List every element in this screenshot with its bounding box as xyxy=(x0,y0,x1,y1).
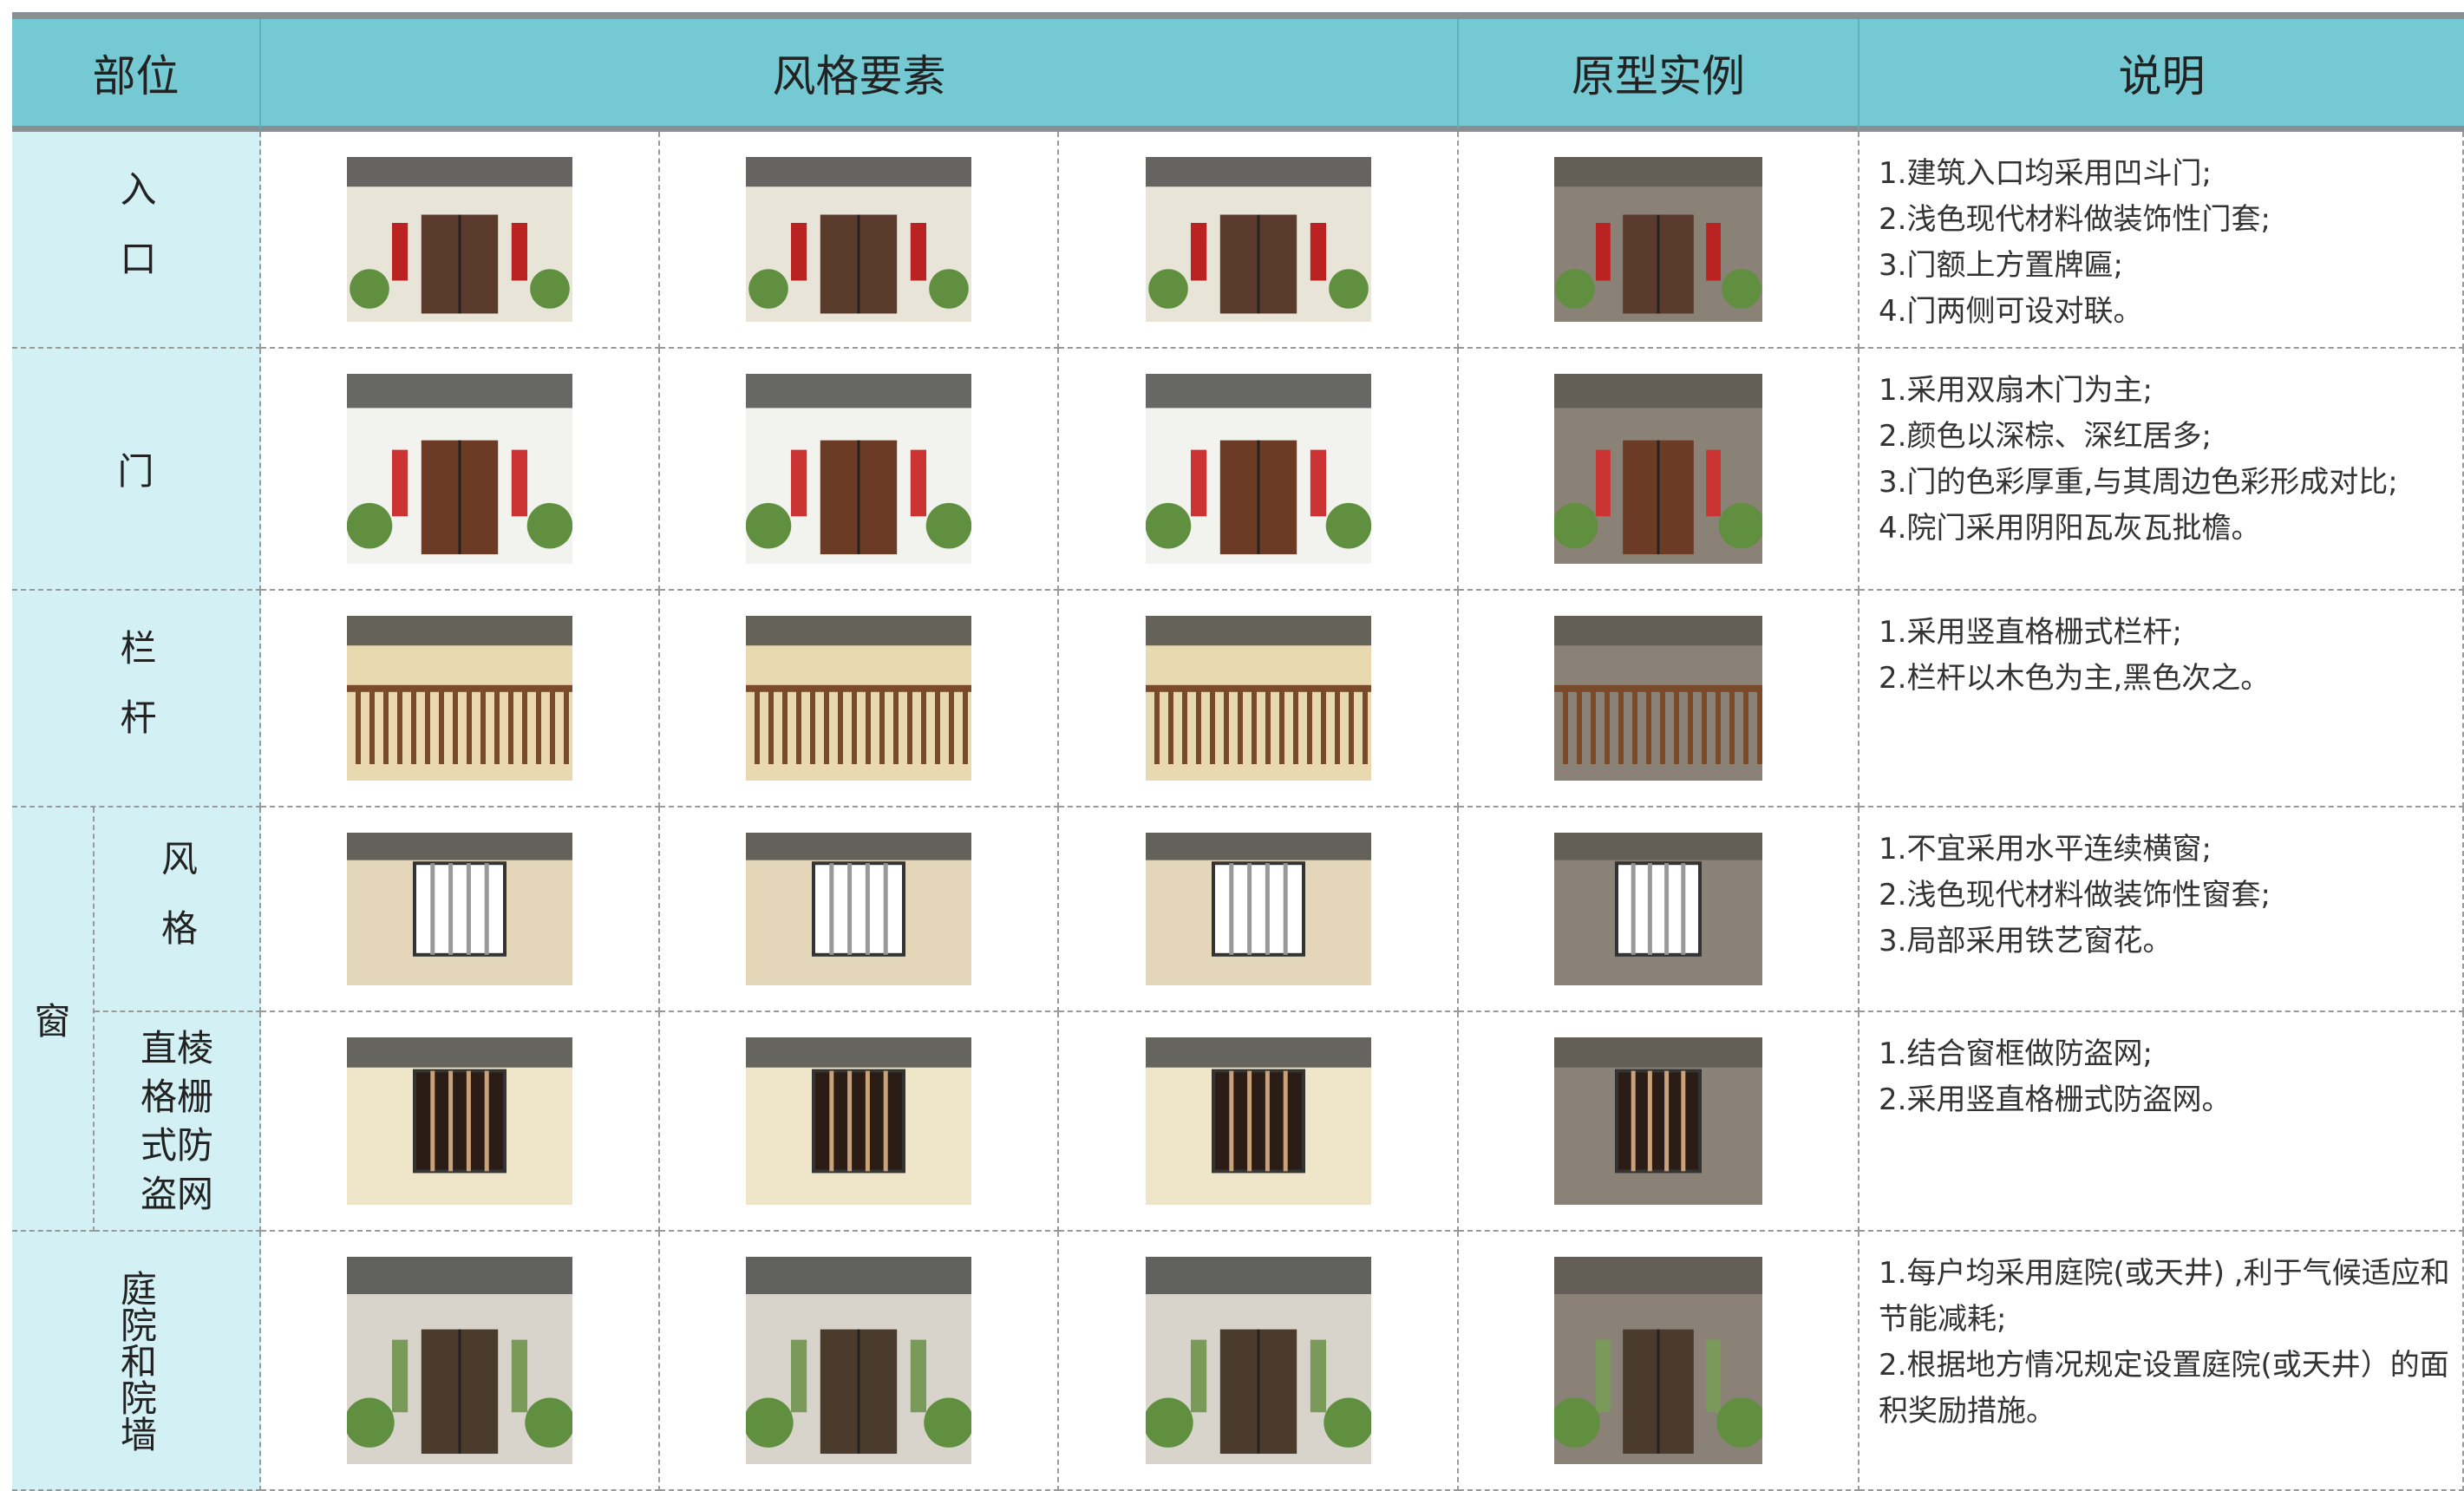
part-label: 庭院和院墙 xyxy=(114,1269,158,1452)
part-label: 直棱格栅式防盗网 xyxy=(140,1026,213,1215)
notes-cell: 1.不宜采用水平连续横窗; 2.浅色现代材料做装饰性窗套; 3.局部采用铁艺窗花。 xyxy=(1859,808,2464,1012)
illustration-cell xyxy=(1459,1232,1859,1491)
note-line: 3.局部采用铁艺窗花。 xyxy=(1879,924,2173,958)
illustration xyxy=(746,374,971,564)
illustration xyxy=(746,1037,971,1205)
note-line: 2.浅色现代材料做装饰性窗套; xyxy=(1879,878,2271,912)
note-line: 4.院门采用阴阳瓦灰瓦批檐。 xyxy=(1879,511,2261,546)
note-line: 1.不宜采用水平连续横窗; xyxy=(1879,832,2212,866)
illustration xyxy=(746,616,971,781)
notes-cell: 1.采用双扇木门为主; 2.颜色以深棕、深红居多; 3.门的色彩厚重,与其周边色彩形… xyxy=(1859,349,2464,591)
illustration-cell xyxy=(261,132,660,349)
illustration xyxy=(347,1257,572,1464)
note-line: 2.浅色现代材料做装饰性门套; xyxy=(1879,202,2271,237)
illustration-cell xyxy=(660,349,1059,591)
illustration-cell xyxy=(660,1232,1059,1491)
header-cell: 风格要素 xyxy=(261,19,1459,132)
note-line: 2.采用竖直格栅式防盗网。 xyxy=(1879,1082,2232,1117)
illustration xyxy=(347,616,572,781)
illustration-cell xyxy=(261,1232,660,1491)
note-line: 3.门的色彩厚重,与其周边色彩形成对比; xyxy=(1879,465,2398,500)
note-line: 1.建筑入口均采用凹斗门; xyxy=(1879,156,2212,191)
illustration xyxy=(347,833,572,985)
part-label: 入口 xyxy=(114,170,157,309)
illustration xyxy=(746,833,971,985)
illustration xyxy=(1554,157,1762,322)
illustration xyxy=(746,1257,971,1464)
note-line: 1.每户均采用庭院(或天井) ,利于气候适应和节能减耗; xyxy=(1879,1256,2450,1337)
note-line: 2.根据地方情况规定设置庭院(或天井）的面积奖励措施。 xyxy=(1879,1348,2449,1429)
part-label: 风格 xyxy=(155,840,199,978)
illustration xyxy=(1145,1257,1371,1464)
illustration-cell xyxy=(1059,1232,1459,1491)
illustration xyxy=(1554,616,1762,781)
illustration-cell xyxy=(261,1012,660,1232)
illustration xyxy=(746,157,971,322)
note-line: 2.栏杆以木色为主,黑色次之。 xyxy=(1879,661,2271,696)
illustration-cell xyxy=(660,132,1059,349)
part-cell: 风格 xyxy=(95,808,261,1012)
part-cell: 入口 xyxy=(12,132,261,349)
illustration-cell xyxy=(660,591,1059,808)
illustration-cell xyxy=(1459,808,1859,1012)
notes-cell: 1.建筑入口均采用凹斗门; 2.浅色现代材料做装饰性门套; 3.门额上方置牌匾; 4.… xyxy=(1859,132,2464,349)
notes-cell: 1.结合窗框做防盗网; 2.采用竖直格栅式防盗网。 xyxy=(1859,1012,2464,1232)
part-cell: 庭院和院墙 xyxy=(12,1232,261,1491)
illustration-cell xyxy=(1059,132,1459,349)
illustration-cell xyxy=(1459,591,1859,808)
note-line: 2.颜色以深棕、深红居多; xyxy=(1879,419,2212,454)
illustration-cell xyxy=(1059,1012,1459,1232)
part-label: 窗 xyxy=(34,1000,71,1043)
illustration-cell xyxy=(1459,349,1859,591)
illustration xyxy=(347,374,572,564)
illustration xyxy=(1145,616,1371,781)
illustration-cell xyxy=(1459,132,1859,349)
illustration xyxy=(1145,1037,1371,1205)
illustration-cell xyxy=(1059,591,1459,808)
illustration-cell xyxy=(261,349,660,591)
notes-cell: 1.每户均采用庭院(或天井) ,利于气候适应和节能减耗; 2.根据地方情况规定设置… xyxy=(1859,1232,2464,1491)
illustration-cell xyxy=(261,808,660,1012)
note-line: 1.结合窗框做防盗网; xyxy=(1879,1037,2153,1071)
part-label: 栏杆 xyxy=(114,629,157,768)
header-cell: 原型实例 xyxy=(1459,19,1859,132)
illustration-cell xyxy=(1059,349,1459,591)
table: 部位 风格要素 原型实例 说明 入口 门 栏杆 窗 风格 直棱格栅式防盗网 庭院… xyxy=(12,12,2464,1491)
illustration-cell xyxy=(1459,1012,1859,1232)
part-cell: 窗 xyxy=(12,808,95,1232)
part-cell: 门 xyxy=(12,349,261,591)
part-label: 门 xyxy=(117,450,154,493)
illustration xyxy=(1554,1257,1762,1464)
note-line: 4.门两侧可设对联。 xyxy=(1879,294,2143,329)
illustration-cell xyxy=(1059,808,1459,1012)
illustration-cell xyxy=(660,1012,1059,1232)
note-line: 3.门额上方置牌匾; xyxy=(1879,248,2123,283)
note-line: 1.采用竖直格栅式栏杆; xyxy=(1879,615,2182,650)
illustration xyxy=(1145,157,1371,322)
header-cell: 部位 xyxy=(12,19,261,132)
illustration-cell xyxy=(660,808,1059,1012)
part-cell: 栏杆 xyxy=(12,591,261,808)
illustration xyxy=(1554,374,1762,564)
illustration xyxy=(1145,374,1371,564)
notes-cell: 1.采用竖直格栅式栏杆; 2.栏杆以木色为主,黑色次之。 xyxy=(1859,591,2464,808)
illustration xyxy=(1554,1037,1762,1205)
header-cell: 说明 xyxy=(1859,19,2464,132)
illustration-cell xyxy=(261,591,660,808)
illustration xyxy=(347,157,572,322)
note-line: 1.采用双扇木门为主; xyxy=(1879,373,2153,408)
part-cell: 直棱格栅式防盗网 xyxy=(95,1012,261,1232)
illustration xyxy=(1145,833,1371,985)
illustration xyxy=(1554,833,1762,985)
illustration xyxy=(347,1037,572,1205)
